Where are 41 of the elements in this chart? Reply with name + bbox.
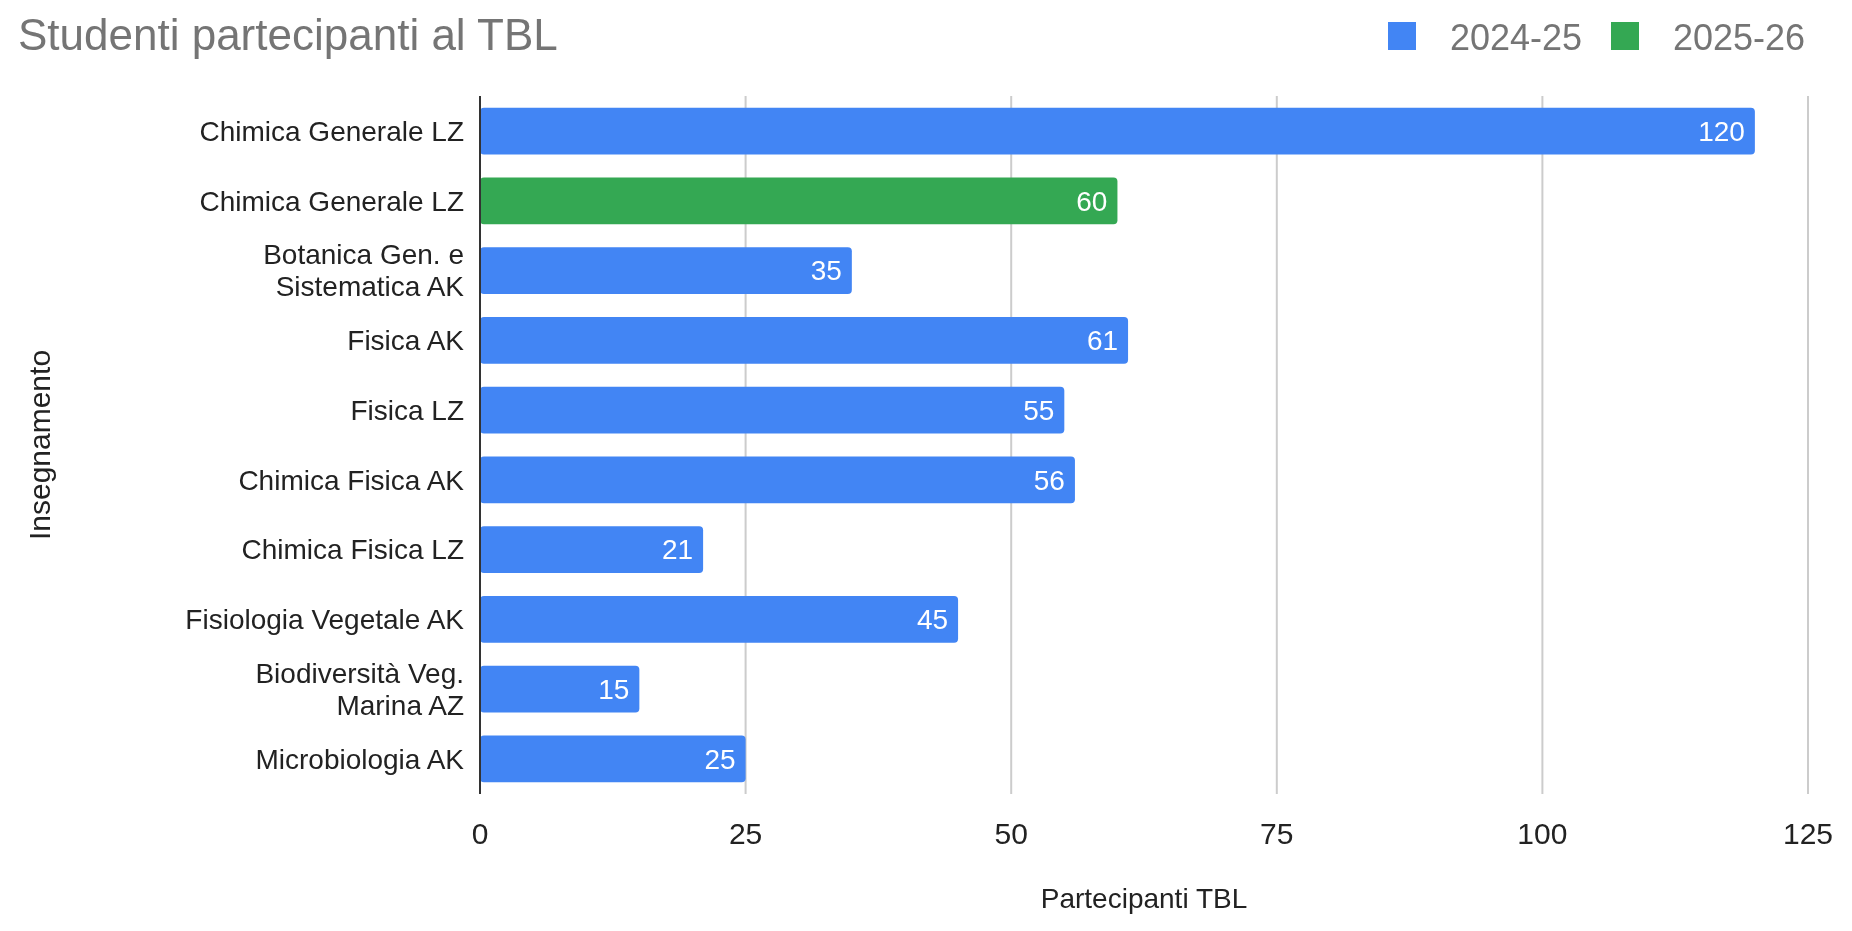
data-label: 21 (661, 534, 694, 566)
data-label: 15 (598, 673, 630, 705)
data-label: 25 (704, 743, 736, 775)
data-label: 60 (1076, 185, 1108, 217)
bar (480, 595, 959, 643)
x-tick-label: 25 (728, 817, 763, 850)
bar (480, 665, 640, 713)
x-tick-label: 75 (1260, 817, 1294, 850)
bar (480, 526, 704, 573)
data-label: 56 (1033, 464, 1065, 496)
y-tick-label: Chimica Generale LZ (199, 185, 464, 217)
y-tick-label: Fisiologia Vegetale AK (185, 604, 465, 636)
y-tick-label: Botanica Gen. e Sistematica AK (263, 239, 465, 303)
y-axis-title: Insegnamento (23, 349, 56, 541)
x-tick-label: 125 (1782, 817, 1834, 850)
data-label: 45 (916, 604, 949, 636)
y-tick-label: Microbiologia AK (255, 743, 465, 775)
y-tick-label: Chimica Fisica LZ (241, 534, 464, 566)
data-label: 35 (810, 255, 842, 287)
y-tick-label: Fisica LZ (350, 394, 464, 426)
x-tick-label: 50 (994, 817, 1028, 850)
data-label: 55 (1023, 394, 1055, 426)
data-label: 61 (1086, 325, 1119, 357)
x-axis-title: Partecipanti TBL (1040, 883, 1248, 914)
chart-title: Studenti partecipanti al TBL (18, 10, 558, 59)
y-tick-label: Fisica AK (347, 325, 465, 357)
bar (480, 177, 1118, 225)
legend-label: 2024-25 (1450, 17, 1583, 58)
y-tick-label: Chimica Generale LZ (199, 116, 464, 148)
legend-label: 2025-26 (1673, 17, 1806, 58)
bar (480, 247, 852, 295)
y-tick-label: Biodiversità Veg. Marina AZ (255, 657, 464, 721)
bar (480, 107, 1755, 155)
bar (480, 317, 1129, 364)
bar (480, 456, 1075, 504)
x-tick-label: 0 (471, 817, 489, 850)
x-tick-label: 100 (1517, 817, 1568, 850)
y-tick-label: Chimica Fisica AK (238, 464, 465, 496)
data-label: 120 (1698, 116, 1745, 148)
bar (480, 735, 746, 783)
bar (480, 386, 1065, 434)
